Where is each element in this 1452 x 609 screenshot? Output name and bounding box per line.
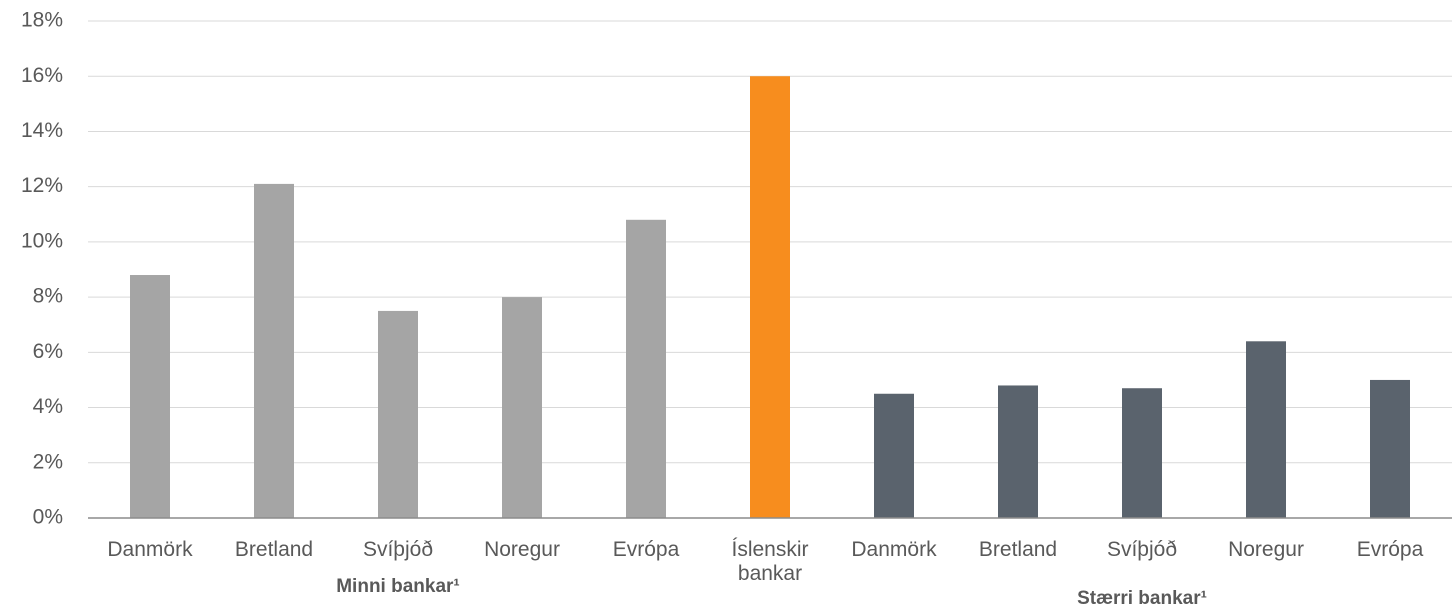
y-tick-label: 10% <box>21 229 63 252</box>
y-tick-label: 16% <box>21 64 63 87</box>
y-tick-label: 0% <box>33 506 63 529</box>
x-tick-label: Noregur <box>484 538 560 561</box>
x-tick-label: Svíþjóð <box>1106 538 1178 561</box>
x-tick-label: Bretland <box>234 538 314 561</box>
group-label: Minni bankar¹ <box>336 576 460 597</box>
y-tick-label: 14% <box>21 119 63 142</box>
x-tick-label: Bretland <box>978 538 1058 561</box>
bar <box>1370 379 1410 518</box>
bar <box>502 297 542 518</box>
y-tick-label: 8% <box>33 285 63 308</box>
x-tick-label: Íslenskir bankar <box>731 538 809 585</box>
y-tick-label: 4% <box>33 395 63 418</box>
x-tick-label: Danmörk <box>851 538 937 561</box>
bar <box>1246 341 1286 518</box>
y-tick-label: 18% <box>21 9 63 32</box>
group-label: Stærri bankar¹ <box>1077 588 1207 609</box>
bar <box>874 393 914 518</box>
y-tick-label: 6% <box>33 340 63 363</box>
x-tick-label: Noregur <box>1228 538 1304 561</box>
y-tick-label: 2% <box>33 450 63 473</box>
bar <box>998 385 1038 518</box>
x-tick-label: Svíþjóð <box>362 538 434 561</box>
bar <box>130 275 170 518</box>
bar <box>378 310 418 518</box>
bar <box>1122 388 1162 518</box>
bar <box>750 76 790 518</box>
y-tick-label: 12% <box>21 174 63 197</box>
x-tick-label: Evrópa <box>612 538 680 561</box>
x-tick-label: Danmörk <box>107 538 193 561</box>
bar <box>254 183 294 518</box>
bar <box>626 219 666 519</box>
x-tick-label: Evrópa <box>1356 538 1424 561</box>
